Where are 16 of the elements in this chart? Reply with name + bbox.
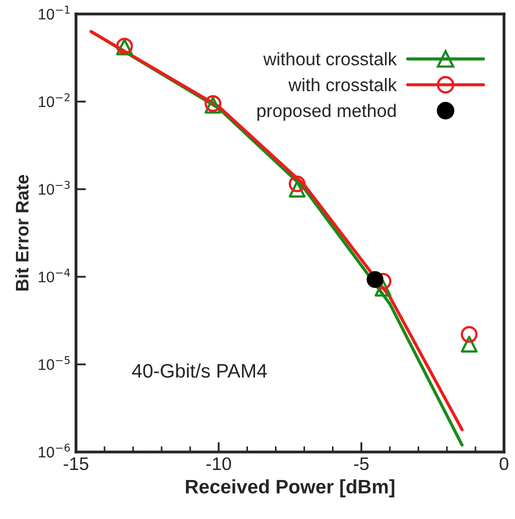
legend-label: without crosstalk	[263, 52, 397, 66]
y-tick-label: 10$^{−6}$	[38, 444, 70, 458]
x-tick-label: 0	[500, 457, 508, 470]
x-axis-title: Received Power [dBm]	[186, 479, 394, 498]
legend-label: proposed method	[257, 104, 396, 121]
x-tick-label: -15	[64, 458, 88, 470]
y-axis-title: Bit Error Rate	[15, 174, 29, 290]
x-tick-label: -5	[354, 458, 369, 470]
y-tick-label: 10$^{−4}$	[38, 268, 70, 282]
legend-label: with crosstalk	[288, 78, 397, 92]
y-tick-label: 10$^{−5}$	[38, 356, 70, 370]
y-tick-label: 10$^{−2}$	[38, 93, 70, 108]
annotation: 40-Gbit/s PAM4	[132, 363, 267, 378]
y-tick-label: 10$^{−3}$	[38, 180, 70, 195]
x-tick-label: -10	[206, 457, 232, 470]
y-tick-label: 10$^{−1}$	[38, 6, 70, 20]
